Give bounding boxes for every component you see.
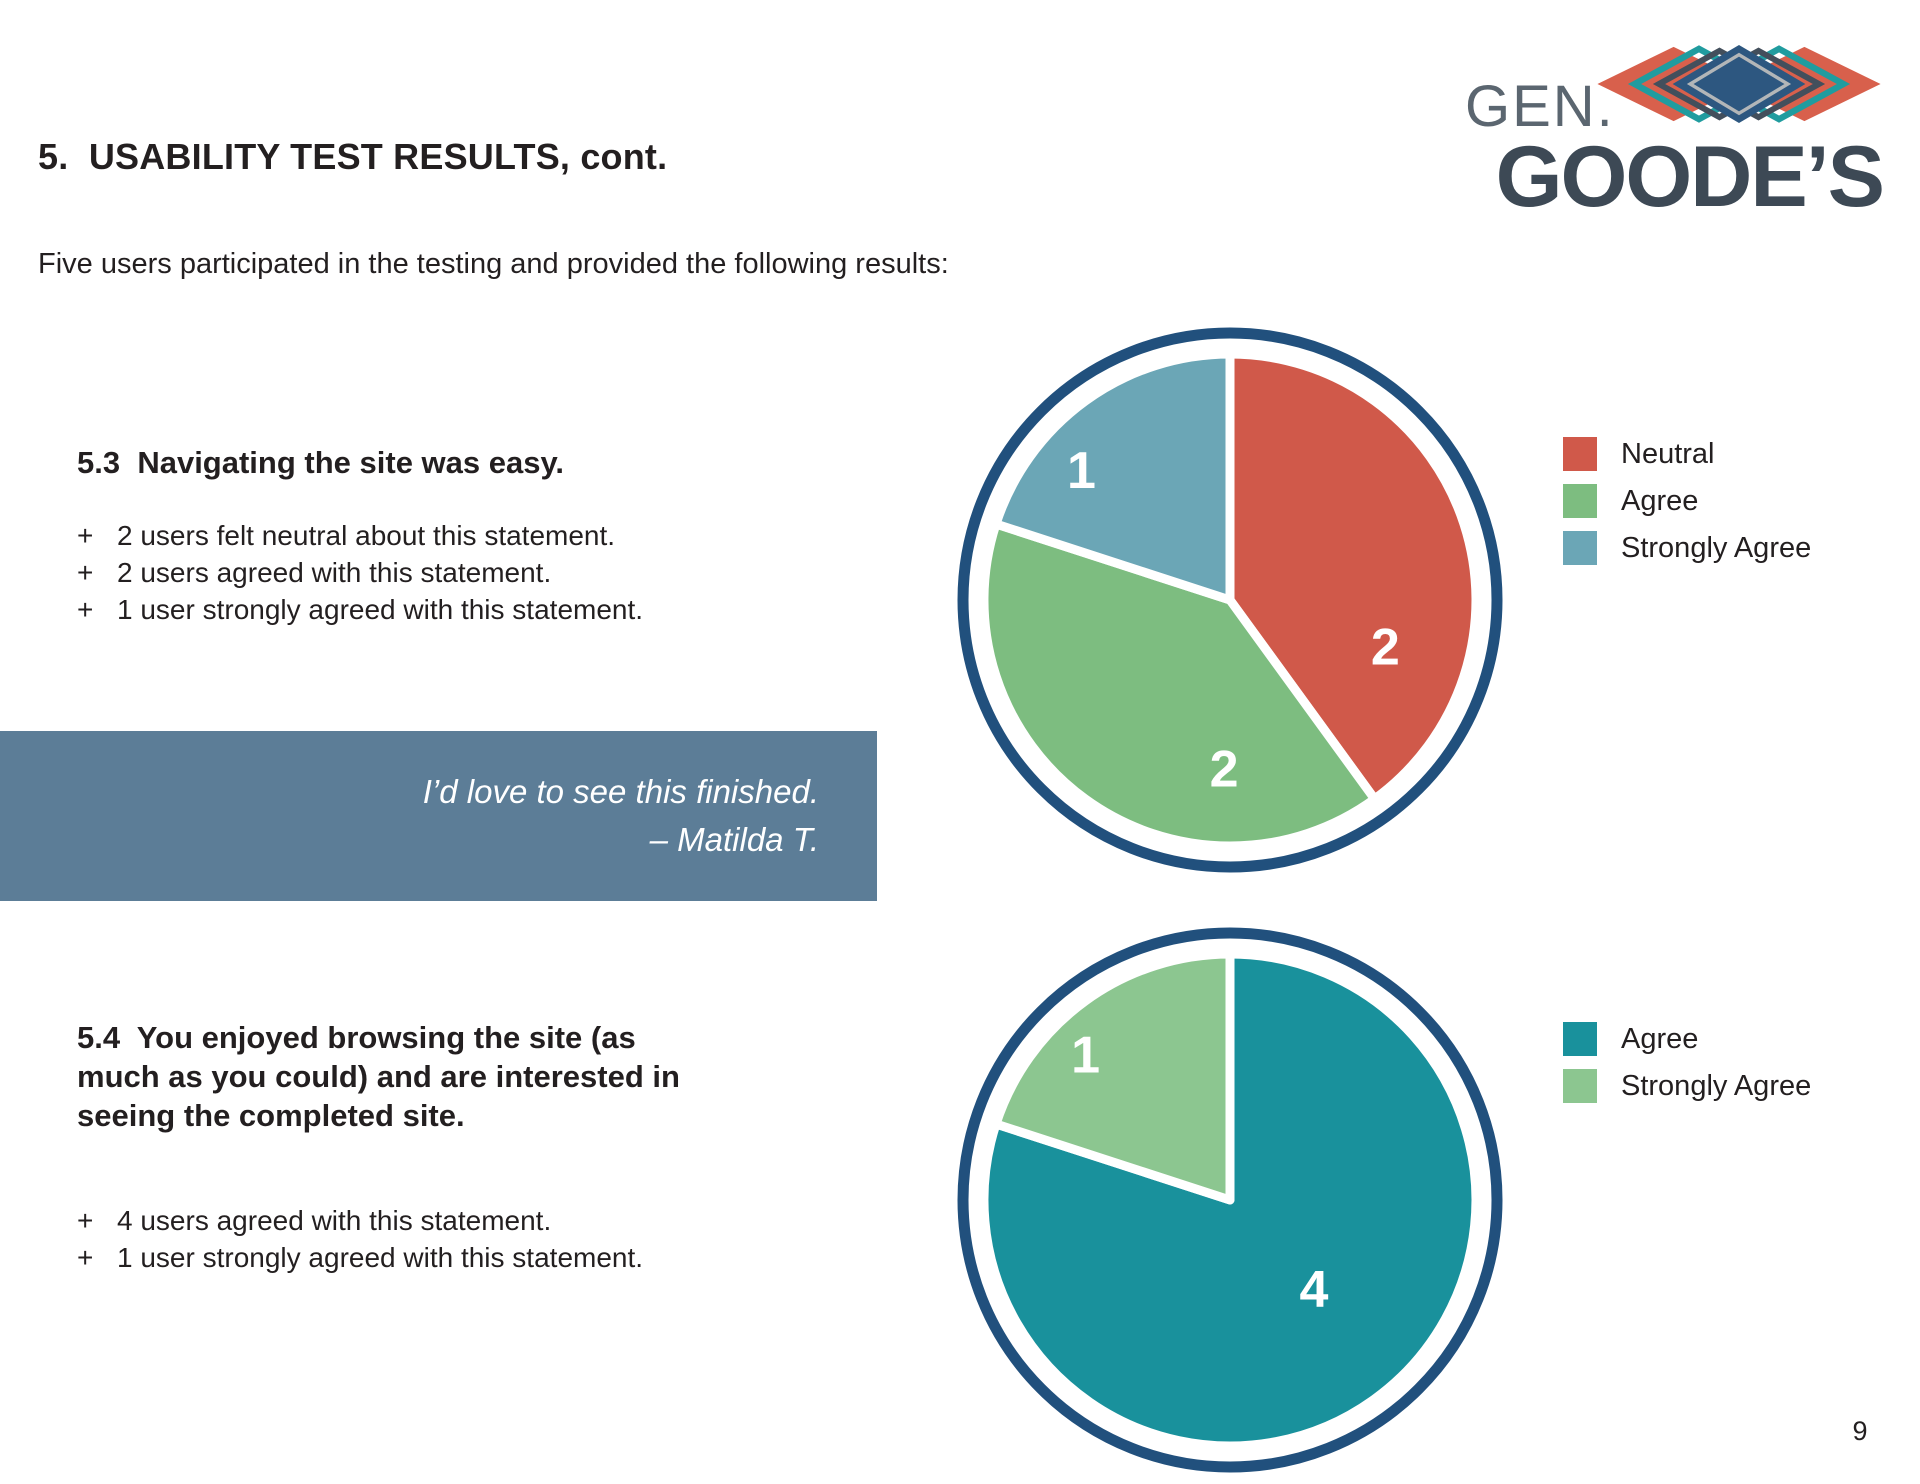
plus-marker: +: [77, 1242, 94, 1273]
slice-value-label-agree: 4: [1299, 1261, 1328, 1319]
legend-item-strongly-agree: Strongly Agree: [1563, 1069, 1811, 1103]
legend-item-agree: Agree: [1563, 1022, 1811, 1056]
logo-goodes-text: GOODE’S: [1495, 129, 1885, 225]
legend-item-strongly-agree: Strongly Agree: [1563, 531, 1811, 565]
page-title: 5. USABILITY TEST RESULTS, cont.: [38, 136, 668, 177]
pie-chart-section-54: 41: [957, 927, 1503, 1473]
section-53-heading: 5.3 Navigating the site was easy.: [77, 445, 565, 480]
pie-slice-neutral: [1225, 349, 1481, 804]
list-item: + 1 user strongly agreed with this state…: [77, 591, 643, 628]
legend-swatch-agree: [1563, 1022, 1597, 1056]
legend-item-agree: Agree: [1563, 484, 1811, 518]
legend-swatch-strongly-agree: [1563, 531, 1597, 565]
legend-swatch-agree: [1563, 484, 1597, 518]
pie-slice-agree: [979, 949, 1481, 1451]
legend-label: Agree: [1621, 484, 1699, 517]
user-quote-callout: I’d love to see this finished. – Matilda…: [0, 731, 877, 901]
page-number: 9: [1852, 1416, 1868, 1446]
plus-marker: +: [77, 557, 94, 588]
bullet-text: 2 users felt neutral about this statemen…: [117, 520, 616, 551]
legend-label: Neutral: [1621, 437, 1715, 470]
pie-outer-ring: [957, 927, 1503, 1473]
bullet-text: 4 users agreed with this statement.: [117, 1205, 552, 1236]
bullet-text: 1 user strongly agreed with this stateme…: [117, 594, 644, 625]
list-item: + 4 users agreed with this statement.: [77, 1202, 643, 1239]
section-53-bullets: + 2 users felt neutral about this statem…: [77, 517, 643, 628]
list-item: + 2 users agreed with this statement.: [77, 554, 643, 591]
legend-swatch-neutral: [1563, 437, 1597, 471]
intro-text: Five users participated in the testing a…: [38, 248, 949, 280]
legend-swatch-strongly-agree: [1563, 1069, 1597, 1103]
slice-value-label-strongly-agree: 1: [1071, 1027, 1100, 1085]
list-item: + 2 users felt neutral about this statem…: [77, 517, 643, 554]
legend-label: Strongly Agree: [1621, 1069, 1812, 1102]
logo-gen-text: GEN.: [1465, 74, 1615, 139]
logo-diamonds-icon: [1597, 44, 1881, 124]
plus-marker: +: [77, 1205, 94, 1236]
legend-section-54: Agree Strongly Agree: [1563, 1022, 1811, 1116]
pie-chart-section-53: 2 2 1: [957, 327, 1503, 873]
quote-attribution: – Matilda T.: [649, 821, 819, 858]
bullet-text: 1 user strongly agreed with this stateme…: [117, 1242, 644, 1273]
pie-outer-ring: [957, 327, 1503, 873]
section-54-heading: 5.4 You enjoyed browsing the site (as mu…: [77, 1020, 689, 1133]
quote-text: I’d love to see this finished.: [422, 773, 819, 810]
slice-value-label-agree: 2: [1210, 741, 1239, 799]
bullet-text: 2 users agreed with this statement.: [117, 557, 552, 588]
legend-label: Strongly Agree: [1621, 531, 1812, 564]
section-54-bullets: + 4 users agreed with this statement. + …: [77, 1202, 643, 1276]
legend-label: Agree: [1621, 1022, 1699, 1055]
legend-section-53: Neutral Agree Strongly Agree: [1563, 437, 1811, 578]
list-item: + 1 user strongly agreed with this state…: [77, 1239, 643, 1276]
plus-marker: +: [77, 520, 94, 551]
pie-slice-strongly-agree: [991, 949, 1235, 1205]
pie-slice-agree: [979, 519, 1380, 851]
legend-item-neutral: Neutral: [1563, 437, 1811, 471]
plus-marker: +: [77, 594, 94, 625]
company-logo: GEN. GOODE’S: [1460, 18, 1885, 225]
pie-slice-strongly-agree: [991, 349, 1235, 605]
slice-value-label-strongly-agree: 1: [1067, 442, 1096, 500]
slice-value-label-neutral: 2: [1371, 619, 1400, 677]
